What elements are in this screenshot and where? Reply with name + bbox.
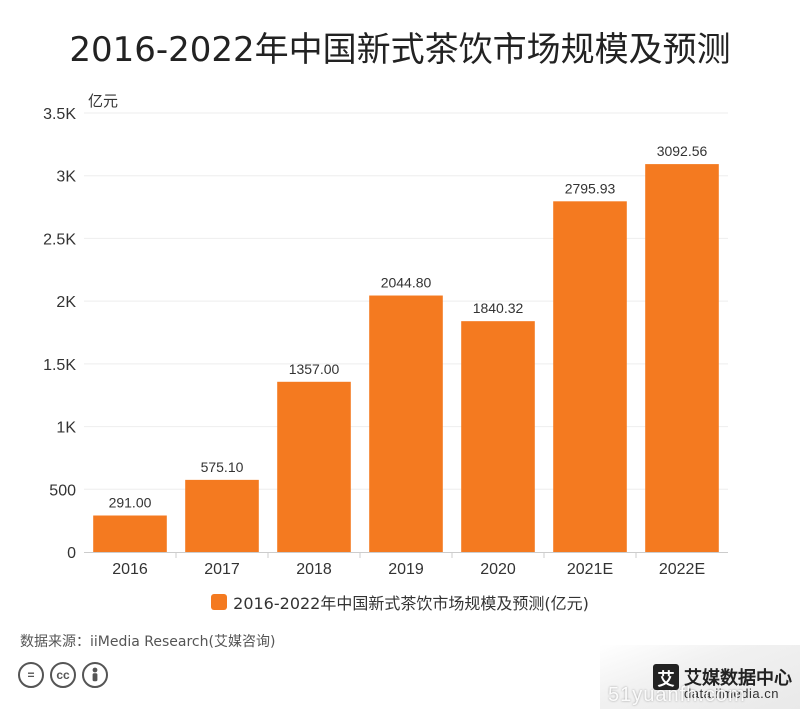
bar: [185, 479, 259, 552]
x-tick-label: 2016: [112, 561, 148, 578]
x-tick-label: 2018: [296, 561, 332, 578]
bar-chart: 0 500 1K 1.5K 2K 2.5K 3K 3.5K 2016 2017 2018 2019 20…: [43, 93, 728, 578]
legend-label: 2016-2022年中国新式茶饮市场规模及预测(亿元): [233, 594, 589, 613]
y-tick-label: 2K: [56, 294, 76, 311]
data-labels: 291.00 575.10 1357.00 2044.80 1840.32 2795.93…: [109, 143, 708, 510]
brand-name: 艾媒数据中心: [684, 668, 792, 689]
y-tick-label: 0: [67, 545, 76, 562]
cc-equal-icon: =: [18, 662, 44, 688]
bar: [553, 201, 627, 553]
x-tick-label: 2020: [480, 561, 516, 578]
y-tick-label: 3K: [56, 169, 76, 186]
data-label: 1357.00: [289, 361, 340, 377]
bar: [93, 515, 167, 552]
license-icons: = cc: [18, 662, 108, 688]
y-tick-label: 500: [49, 482, 76, 499]
bar: [277, 381, 351, 552]
brand-logo-icon: 艾: [653, 664, 679, 690]
y-axis-unit-label: 亿元: [88, 93, 118, 110]
data-label: 2795.93: [565, 180, 616, 196]
y-tick-label: 2.5K: [43, 231, 76, 248]
legend: 2016-2022年中国新式茶饮市场规模及预测(亿元): [0, 590, 800, 614]
brand-corner: [600, 645, 800, 709]
cc-icon: cc: [50, 662, 76, 688]
chart-title: 2016-2022年中国新式茶饮市场规模及预测: [69, 30, 731, 70]
y-tick-label: 3.5K: [43, 106, 76, 123]
axes: 0 500 1K 1.5K 2K 2.5K 3K 3.5K 2016 2017 2018 2019 20…: [43, 106, 728, 578]
bar: [369, 295, 443, 552]
bar: [645, 164, 719, 552]
data-label: 291.00: [109, 495, 152, 511]
x-tick-label: 2022E: [659, 561, 705, 578]
x-tick-label: 2019: [388, 561, 424, 578]
data-label: 1840.32: [473, 300, 524, 316]
bar: [461, 321, 535, 552]
source-note: 数据来源：iiMedia Research(艾媒咨询): [20, 634, 276, 650]
cc-person-icon: [82, 662, 108, 688]
watermark: 51yuanfh.com: [608, 684, 746, 706]
data-label: 2044.80: [381, 275, 432, 291]
bars: [93, 164, 719, 553]
data-label: 575.10: [201, 459, 244, 475]
x-tick-label: 2021E: [567, 561, 613, 578]
y-tick-label: 1K: [56, 420, 76, 437]
y-tick-label: 1.5K: [43, 357, 76, 374]
brand-domain: data.iimedia.cn: [684, 686, 779, 701]
x-tick-label: 2017: [204, 561, 240, 578]
legend-swatch: [211, 594, 228, 610]
data-label: 3092.56: [657, 143, 708, 159]
